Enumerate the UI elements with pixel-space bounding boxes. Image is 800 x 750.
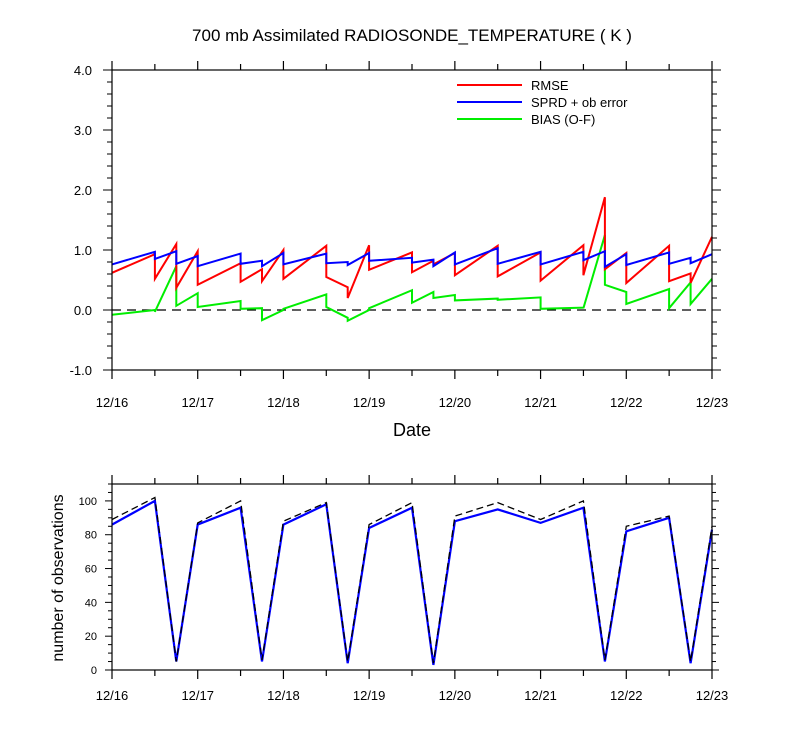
x-axis-label: Date bbox=[393, 420, 431, 440]
x-tick-label: 12/21 bbox=[524, 688, 557, 703]
y-tick-label: 60 bbox=[85, 564, 97, 576]
top-axis-ticks bbox=[103, 61, 721, 379]
x-tick-label: 12/18 bbox=[267, 395, 300, 410]
x-tick-label: 12/17 bbox=[181, 395, 214, 410]
y-tick-label: -1.0 bbox=[70, 363, 92, 378]
top-axis-labels: 12/16 12/17 12/18 12/19 12/20 12/21 12/22 12/23… bbox=[70, 63, 729, 410]
top-plot-frame bbox=[111, 69, 713, 371]
bias-line bbox=[111, 234, 713, 323]
x-tick-label: 12/22 bbox=[610, 395, 643, 410]
y-tick-label: 40 bbox=[85, 597, 97, 609]
legend-rmse-label: RMSE bbox=[531, 78, 569, 93]
top-series-lines bbox=[111, 196, 713, 323]
chart-title: 700 mb Assimilated RADIOSONDE_TEMPERATUR… bbox=[192, 26, 632, 45]
y-tick-label: 0.0 bbox=[74, 303, 92, 318]
y-tick-label: 20 bbox=[85, 631, 97, 643]
bottom-plot-frame bbox=[111, 483, 713, 671]
bottom-axis-ticks bbox=[105, 475, 719, 679]
x-tick-label: 12/18 bbox=[267, 688, 300, 703]
bottom-panel: 12/16 12/17 12/18 12/19 12/20 12/21 12/22 12/23… bbox=[50, 475, 728, 703]
obs-possible-line bbox=[111, 496, 713, 664]
x-tick-label: 12/16 bbox=[96, 395, 129, 410]
y-tick-label: 4.0 bbox=[74, 63, 92, 78]
y-tick-label: 1.0 bbox=[74, 243, 92, 258]
x-tick-label: 12/16 bbox=[96, 688, 129, 703]
y-tick-label: 80 bbox=[85, 530, 97, 542]
x-tick-label: 12/23 bbox=[696, 688, 729, 703]
y-axis-label: number of observations bbox=[50, 494, 67, 661]
x-tick-label: 12/23 bbox=[696, 395, 729, 410]
x-tick-label: 12/17 bbox=[181, 688, 214, 703]
bottom-axis-labels: 12/16 12/17 12/18 12/19 12/20 12/21 12/22 12/23… bbox=[79, 496, 729, 703]
bottom-series-lines bbox=[111, 496, 714, 666]
x-tick-label: 12/21 bbox=[524, 395, 557, 410]
x-tick-label: 12/20 bbox=[439, 688, 472, 703]
x-tick-label: 12/19 bbox=[353, 395, 386, 410]
x-tick-label: 12/20 bbox=[439, 395, 472, 410]
y-tick-label: 2.0 bbox=[74, 183, 92, 198]
obs-used-line bbox=[111, 499, 714, 666]
sprd-line bbox=[111, 246, 713, 269]
legend-sprd-label: SPRD + ob error bbox=[531, 95, 628, 110]
x-tick-label: 12/22 bbox=[610, 688, 643, 703]
legend-bias-label: BIAS (O-F) bbox=[531, 112, 595, 127]
rmse-line bbox=[111, 196, 713, 299]
y-tick-label: 100 bbox=[79, 496, 97, 508]
y-tick-label: 0 bbox=[91, 665, 97, 677]
legend: RMSE SPRD + ob error BIAS (O-F) bbox=[457, 78, 628, 127]
x-tick-label: 12/19 bbox=[353, 688, 386, 703]
top-panel: 12/16 12/17 12/18 12/19 12/20 12/21 12/22 12/23… bbox=[70, 61, 729, 440]
y-tick-label: 3.0 bbox=[74, 123, 92, 138]
